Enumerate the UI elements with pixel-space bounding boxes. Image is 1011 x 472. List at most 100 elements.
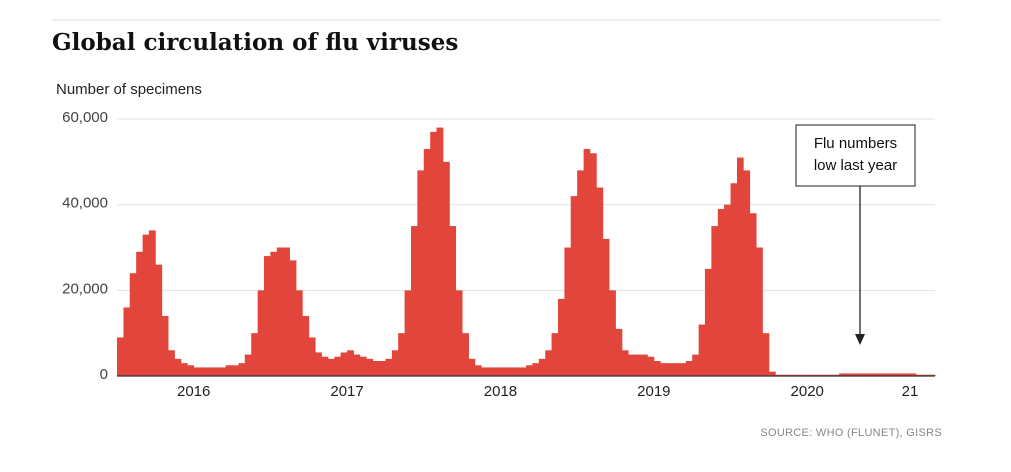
bar	[148, 230, 156, 376]
bar	[634, 354, 642, 376]
annotation: Flu numbers low last year	[795, 124, 916, 345]
bar	[564, 247, 572, 376]
bar	[545, 350, 552, 376]
bar	[142, 234, 150, 376]
x-tick-label: 2020	[791, 383, 824, 400]
bar	[238, 363, 246, 376]
bar	[302, 316, 310, 376]
bar	[532, 363, 540, 376]
bar	[385, 358, 393, 376]
bar	[180, 363, 188, 376]
annotation-box	[795, 124, 916, 187]
bar	[583, 148, 591, 376]
bar	[864, 373, 872, 376]
bar	[871, 373, 878, 376]
bar	[839, 373, 846, 376]
bar	[896, 373, 904, 376]
bar	[519, 367, 527, 376]
bar	[819, 374, 827, 376]
bar	[200, 367, 207, 376]
bar	[807, 374, 815, 376]
bar	[270, 251, 278, 376]
bar	[136, 251, 144, 376]
bar	[653, 361, 661, 376]
bar	[762, 333, 770, 376]
bar	[283, 247, 290, 376]
bar	[359, 356, 367, 376]
x-tick-label: 21	[902, 383, 919, 400]
bar	[295, 290, 303, 376]
bar	[411, 226, 418, 376]
bar	[928, 374, 936, 376]
bar	[621, 350, 629, 376]
x-tick-label: 2018	[484, 383, 517, 400]
bar	[398, 333, 405, 376]
y-tick-label: 0	[100, 366, 108, 383]
bar	[155, 264, 163, 376]
bar	[481, 367, 489, 376]
x-tick-label: 2019	[637, 383, 670, 400]
bar	[487, 367, 495, 376]
bar	[378, 361, 386, 376]
bar	[660, 363, 667, 376]
arrowhead	[855, 334, 865, 345]
bar	[455, 290, 463, 376]
bar	[602, 238, 610, 376]
bar	[161, 316, 169, 376]
bar	[698, 324, 706, 376]
bar	[679, 363, 687, 376]
bar	[526, 365, 533, 376]
bar	[430, 131, 437, 376]
annotation-line: Flu numbers	[814, 135, 897, 152]
bar	[193, 367, 201, 376]
bar	[724, 204, 731, 376]
bar	[641, 354, 648, 376]
annotation-line: low last year	[814, 157, 897, 174]
bar	[673, 363, 680, 376]
bar	[756, 247, 763, 376]
bar	[775, 374, 783, 376]
bar	[442, 161, 450, 376]
bar	[187, 365, 195, 376]
bar	[372, 361, 380, 376]
bar	[877, 373, 885, 376]
bar	[263, 256, 271, 376]
bar	[577, 170, 584, 376]
bar	[749, 213, 757, 376]
bar	[232, 365, 239, 376]
bar	[551, 333, 559, 376]
bar	[308, 337, 316, 376]
bar	[628, 354, 636, 376]
bar	[404, 290, 412, 376]
bar	[500, 367, 508, 376]
x-tick-label: 2016	[177, 383, 210, 400]
bar	[212, 367, 220, 376]
bar	[506, 367, 514, 376]
y-axis-title: Number of specimens	[56, 81, 202, 98]
bar	[219, 367, 226, 376]
bar	[494, 367, 501, 376]
bar	[129, 273, 137, 376]
bar	[800, 374, 808, 376]
bar	[647, 356, 655, 376]
bar	[366, 358, 374, 376]
bar	[462, 333, 469, 376]
y-tick-label: 20,000	[62, 280, 108, 297]
bar	[915, 374, 923, 376]
bar	[596, 187, 604, 376]
bar	[903, 373, 910, 376]
bar	[168, 350, 175, 376]
bar	[449, 226, 457, 376]
bar	[513, 367, 521, 376]
bar	[685, 361, 693, 376]
bar	[340, 352, 348, 376]
bar	[788, 374, 795, 376]
bar	[666, 363, 674, 376]
bar	[206, 367, 214, 376]
bar	[858, 373, 866, 376]
bar	[117, 337, 124, 376]
bar	[538, 358, 546, 376]
bar	[794, 374, 802, 376]
bar	[436, 127, 444, 376]
